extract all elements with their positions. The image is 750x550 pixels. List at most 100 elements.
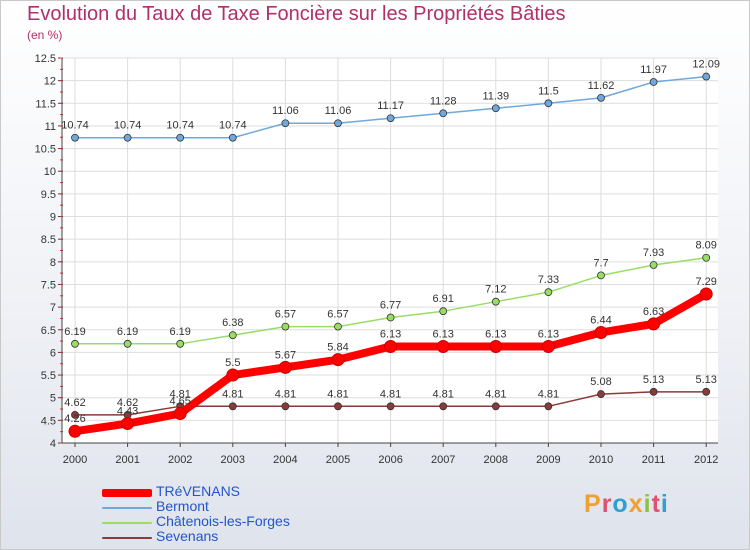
data-point	[228, 133, 237, 142]
x-tick-label: 2004	[273, 454, 297, 466]
y-tick-label: 4.5	[41, 415, 56, 427]
data-point	[649, 387, 658, 396]
x-tick-label: 2006	[378, 454, 402, 466]
legend-swatch	[102, 537, 152, 539]
data-label: 10.74	[61, 120, 89, 132]
x-tick-label: 2002	[168, 454, 192, 466]
data-point	[544, 99, 553, 108]
data-label: 4.65	[169, 396, 190, 408]
data-point	[71, 339, 79, 348]
data-point	[123, 133, 132, 142]
data-point	[228, 402, 237, 411]
x-tick-label: 2003	[221, 454, 245, 466]
data-point	[71, 133, 79, 142]
data-label: 10.74	[166, 120, 194, 132]
x-tick-label: 2001	[115, 454, 139, 466]
data-point	[649, 261, 658, 269]
data-point	[71, 411, 79, 419]
y-tick-label: 5	[50, 393, 56, 405]
data-label: 6.91	[432, 293, 453, 305]
logo-letter: x	[628, 490, 644, 518]
data-label: 7.29	[695, 276, 716, 288]
data-label: 6.13	[538, 329, 559, 341]
data-label: 6.13	[380, 329, 401, 341]
data-label: 7.12	[485, 284, 506, 296]
data-point	[541, 340, 555, 354]
data-label: 6.57	[327, 309, 348, 321]
legend-label: TRéVENANS	[156, 483, 241, 499]
data-point	[439, 402, 448, 411]
y-tick-label: 12	[44, 76, 56, 88]
data-label: 6.19	[117, 326, 138, 338]
data-point	[597, 93, 605, 102]
y-tick-label: 10	[44, 166, 56, 178]
data-label: 4.62	[117, 397, 138, 409]
data-label: 11.06	[272, 105, 299, 117]
data-label: 6.13	[432, 329, 453, 341]
data-label: 6.13	[485, 329, 506, 341]
data-label: 11.39	[482, 90, 509, 102]
data-label: 4.81	[275, 388, 296, 400]
logo-letter: t	[651, 490, 661, 518]
data-label: 11.06	[325, 105, 352, 117]
data-point	[436, 340, 450, 354]
data-point	[491, 104, 500, 113]
logo-letter: P	[584, 490, 602, 518]
x-tick-label: 2011	[642, 454, 666, 466]
data-point	[334, 322, 342, 331]
unit-label: (en %)	[27, 28, 63, 42]
y-tick-label: 7	[50, 302, 56, 314]
data-point	[386, 313, 395, 322]
x-tick-label: 2009	[536, 454, 560, 466]
data-point	[699, 287, 713, 301]
legend-label: Bermont	[156, 498, 209, 514]
x-tick-label: 2008	[484, 454, 508, 466]
data-point	[123, 339, 132, 348]
data-label: 4.81	[327, 388, 348, 400]
data-label: 4.81	[432, 388, 453, 400]
plot-area	[62, 58, 718, 443]
y-tick-label: 6	[50, 347, 56, 359]
data-label: 11.28	[430, 95, 457, 107]
y-tick-label: 9.5	[41, 189, 56, 201]
data-point	[334, 119, 342, 128]
y-tick-label: 11	[45, 121, 56, 133]
data-point	[173, 407, 187, 421]
logo-letter: i	[643, 490, 652, 518]
y-tick-label: 7.5	[41, 279, 56, 291]
data-label: 6.44	[590, 314, 611, 326]
y-tick-label: 6.5	[41, 325, 56, 337]
legend-label: Châtenois-les-Forges	[156, 513, 290, 529]
data-label: 6.63	[643, 306, 664, 318]
logo-letter: r	[601, 490, 613, 518]
legend-swatch	[102, 522, 152, 524]
data-point	[597, 271, 605, 280]
data-label: 6.19	[169, 326, 190, 338]
data-label: 10.74	[114, 120, 142, 132]
data-point	[439, 109, 448, 118]
data-label: 7.33	[538, 274, 559, 286]
data-point	[649, 78, 658, 86]
logo-letter: i	[660, 490, 669, 518]
legend-label: Sevenans	[156, 528, 219, 544]
data-point	[334, 402, 342, 411]
data-point	[489, 340, 503, 354]
data-point	[647, 317, 661, 331]
data-label: 7.93	[643, 247, 664, 259]
data-label: 6.38	[222, 317, 243, 329]
legend-swatch	[102, 507, 152, 509]
x-tick-label: 2010	[589, 454, 613, 466]
data-point	[281, 402, 290, 411]
data-label: 6.19	[64, 326, 85, 338]
data-point	[544, 288, 553, 297]
proxiti-logo: Proxiti	[584, 490, 669, 519]
data-label: 4.81	[538, 388, 559, 400]
data-label: 5.08	[590, 376, 611, 388]
data-point	[386, 114, 395, 123]
data-label: 6.57	[275, 309, 296, 321]
y-tick-label: 9	[50, 212, 56, 224]
y-tick-label: 10.5	[35, 144, 56, 156]
data-label: 11.97	[640, 64, 667, 76]
data-label: 4.62	[64, 397, 85, 409]
